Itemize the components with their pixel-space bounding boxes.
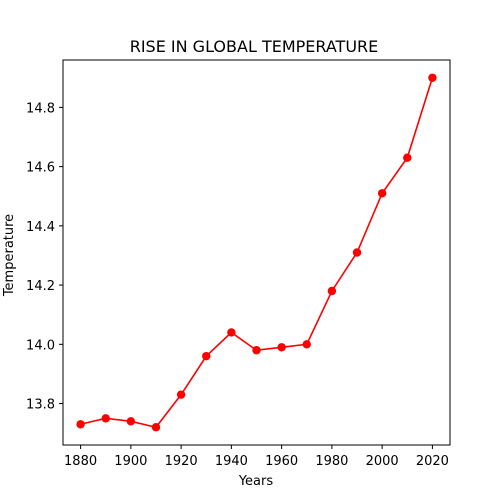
data-point xyxy=(352,248,362,257)
x-axis-label: Years xyxy=(238,474,274,489)
x-tick-label: 2020 xyxy=(416,454,449,469)
series-group xyxy=(76,73,437,432)
data-point xyxy=(377,189,387,198)
data-point xyxy=(101,414,110,423)
data-point xyxy=(277,343,286,352)
x-tick-label: 2000 xyxy=(366,454,399,469)
data-point xyxy=(403,153,412,162)
x-tick-label: 1900 xyxy=(114,454,147,469)
data-point xyxy=(428,73,437,82)
data-point xyxy=(327,286,337,296)
data-point xyxy=(126,417,136,426)
y-tick-label: 14.2 xyxy=(26,279,55,294)
data-point xyxy=(176,390,186,399)
data-point xyxy=(202,351,211,361)
data-point xyxy=(227,328,236,337)
data-point xyxy=(302,340,311,349)
y-tick-label: 14.0 xyxy=(26,338,55,353)
y-tick-label: 13.8 xyxy=(26,398,55,413)
chart-title: RISE IN GLOBAL TEMPERATURE xyxy=(130,37,379,56)
y-tick-label: 14.6 xyxy=(26,161,55,176)
data-point xyxy=(252,346,261,355)
plot-area-frame xyxy=(62,59,451,446)
x-tick-label: 1960 xyxy=(265,454,298,469)
x-tick-label: 1980 xyxy=(315,454,348,469)
y-tick-label: 14.4 xyxy=(26,220,55,235)
x-axis: 1880 1900 1920 1940 1960 1980 2000 2020 xyxy=(64,445,449,469)
data-point xyxy=(76,420,85,429)
y-tick-label: 14.8 xyxy=(26,101,55,116)
y-axis-label: Temperature xyxy=(2,214,17,297)
x-tick-label: 1940 xyxy=(215,454,248,469)
data-point xyxy=(151,423,161,432)
x-tick-label: 1920 xyxy=(165,454,198,469)
y-axis: 13.8 14.0 14.2 14.4 14.6 14.8 xyxy=(26,101,63,413)
x-tick-label: 1880 xyxy=(64,454,97,469)
